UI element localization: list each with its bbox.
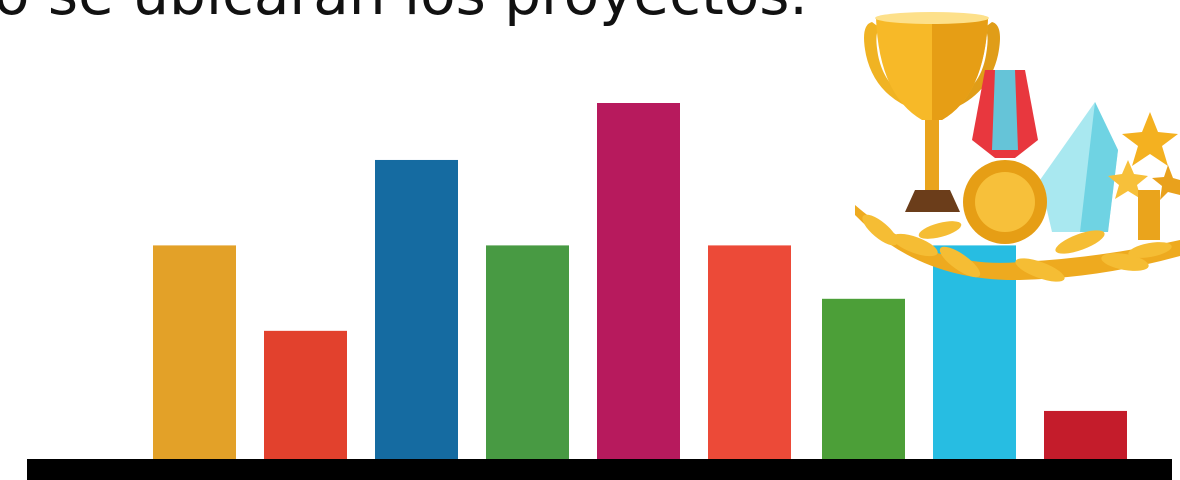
laurel-leaves (862, 214, 1172, 282)
cup-rim (875, 12, 989, 24)
slide-title: o se ubicarán los proyectos. (0, 0, 808, 28)
bar (264, 330, 347, 459)
baseline (27, 459, 1172, 480)
star (1152, 165, 1180, 200)
bar (933, 245, 1016, 459)
trophy-illustration (855, 12, 1180, 282)
laurel (855, 205, 1180, 281)
star (1108, 160, 1148, 199)
ribbon-stripe (992, 70, 1018, 150)
bar-group (153, 103, 1127, 459)
cup-stem (925, 120, 939, 190)
bar (822, 298, 905, 459)
star (1122, 112, 1178, 166)
crystal-shade (1080, 102, 1118, 232)
bar (1044, 410, 1127, 459)
cup-handle (950, 22, 1000, 110)
bar (708, 245, 791, 459)
bar (597, 103, 680, 459)
medal-face (975, 172, 1035, 232)
bar (375, 159, 458, 459)
bar (486, 245, 569, 459)
star-stem (1138, 190, 1160, 240)
bar (153, 245, 236, 459)
cup-base (905, 190, 960, 212)
cup-shade (932, 18, 988, 120)
